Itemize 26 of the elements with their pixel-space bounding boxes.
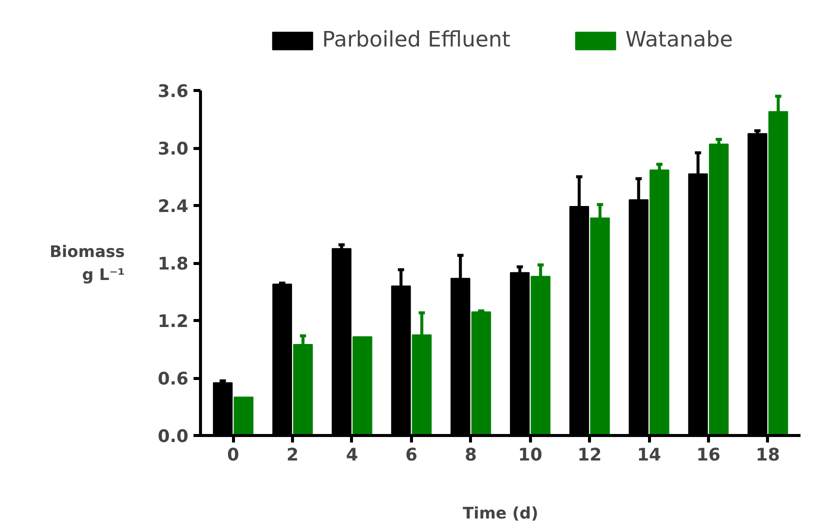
x-tick-label: 10 bbox=[518, 446, 542, 466]
legend-label: Parboiled Effluent bbox=[322, 28, 510, 52]
x-tick-label: 18 bbox=[756, 446, 780, 466]
y-tick-label: 0.6 bbox=[158, 370, 189, 390]
y-tick-label: 0.0 bbox=[158, 427, 189, 447]
y-tick-label: 1.8 bbox=[158, 254, 189, 274]
bar bbox=[471, 311, 492, 436]
legend-label: Watanabe bbox=[625, 28, 733, 52]
x-tick-label: 14 bbox=[636, 446, 662, 466]
x-tick-label: 12 bbox=[578, 446, 602, 466]
x-tick-label: 4 bbox=[346, 446, 358, 466]
y-tick-label: 3.0 bbox=[158, 140, 189, 160]
x-tick-label: 6 bbox=[405, 446, 418, 466]
x-tick-label: 8 bbox=[464, 446, 477, 466]
y-tick-label: 3.6 bbox=[158, 82, 189, 102]
x-axis-title: Time (d) bbox=[462, 504, 538, 522]
y-tick-label: 1.2 bbox=[158, 312, 189, 332]
y-axis-title: Biomass g L⁻¹ bbox=[50, 242, 125, 284]
x-tick-label: 2 bbox=[286, 446, 299, 466]
bar bbox=[650, 170, 670, 436]
bar bbox=[708, 144, 729, 436]
x-tick-label: 0 bbox=[227, 446, 240, 466]
bar bbox=[352, 336, 372, 436]
x-tick-label: 16 bbox=[696, 446, 720, 466]
bar bbox=[234, 396, 254, 436]
y-tick-label: 2.4 bbox=[158, 197, 189, 217]
